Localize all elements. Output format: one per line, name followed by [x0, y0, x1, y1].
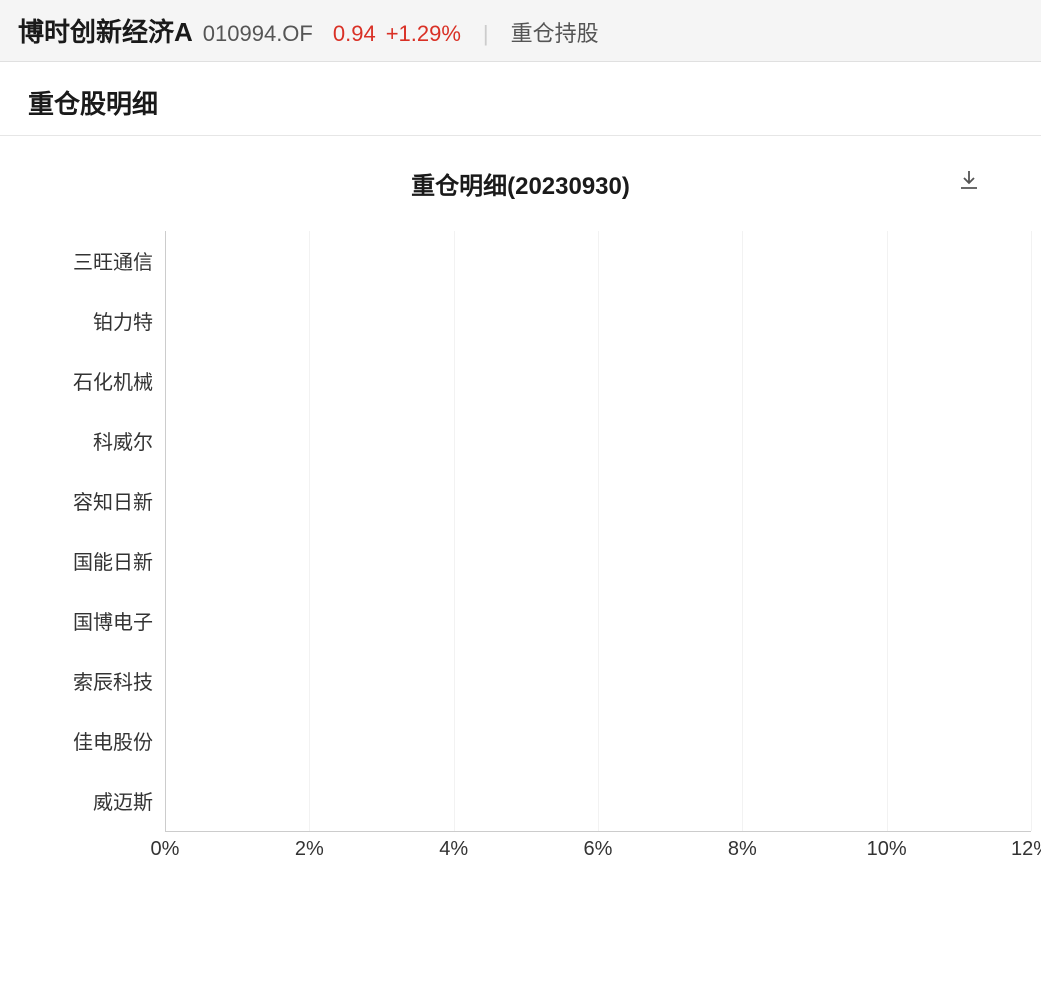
chart-title-row: 重仓明细(20230930)	[0, 156, 1041, 231]
grid-line	[309, 231, 310, 831]
x-tick-label: 12%	[1011, 838, 1041, 861]
x-tick-label: 10%	[867, 838, 907, 861]
separator: |	[483, 21, 489, 47]
fund-code: 010994.OF	[203, 21, 313, 47]
section-header: 重仓股明细	[0, 62, 1041, 136]
x-tick-label: 8%	[728, 838, 757, 861]
price-value: 0.94	[333, 21, 376, 47]
fund-name: 博时创新经济A	[18, 12, 193, 49]
chart-title: 重仓明细(20230930)	[411, 173, 630, 200]
y-axis-label: 威迈斯	[93, 783, 153, 823]
y-axis-label: 容知日新	[73, 483, 153, 523]
grid-line	[742, 231, 743, 831]
plot-area: 0%2%4%6%8%10%12% 三旺通信铂力特石化机械科威尔容知日新国能日新国…	[165, 231, 1031, 861]
x-axis: 0%2%4%6%8%10%12%	[165, 831, 1031, 861]
y-axis-label: 国能日新	[73, 543, 153, 583]
grid-line	[887, 231, 888, 831]
x-tick-label: 2%	[295, 838, 324, 861]
x-tick-label: 0%	[151, 838, 180, 861]
y-axis-label: 佳电股份	[73, 723, 153, 763]
download-icon[interactable]	[957, 168, 981, 192]
grid-line	[598, 231, 599, 831]
section-title: 重仓股明细	[28, 89, 158, 119]
y-axis-label: 科威尔	[93, 423, 153, 463]
header-bar: 博时创新经济A 010994.OF 0.94 +1.29% | 重仓持股	[0, 0, 1041, 62]
y-axis-label: 石化机械	[73, 363, 153, 403]
grid-line	[165, 231, 166, 831]
tab-holdings[interactable]: 重仓持股	[511, 16, 599, 48]
y-axis-label: 铂力特	[93, 303, 153, 343]
x-tick-label: 4%	[439, 838, 468, 861]
holdings-chart: 重仓明细(20230930) 0% 2% 4% 6% 8% 10% 12% 三旺通信铂力特石…	[0, 136, 1041, 901]
x-tick-label: 6%	[584, 838, 613, 861]
grid-line	[454, 231, 455, 831]
y-axis-label: 三旺通信	[73, 243, 153, 283]
grid-line	[1031, 231, 1032, 831]
y-axis-label: 国博电子	[73, 603, 153, 643]
y-axis-label: 索辰科技	[73, 663, 153, 703]
price-change: +1.29%	[386, 21, 461, 47]
